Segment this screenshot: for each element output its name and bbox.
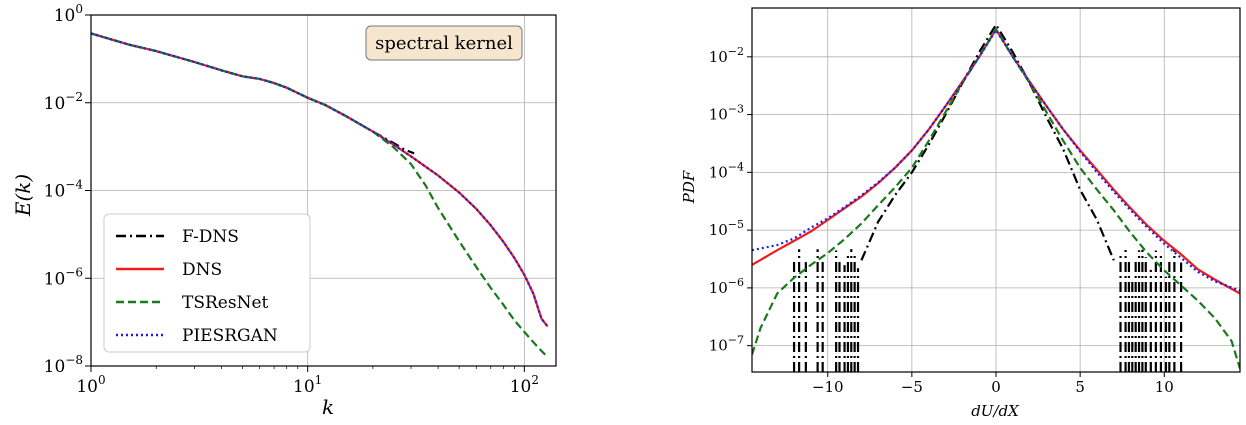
y-tick-label: 100	[54, 2, 83, 26]
x-tick-label: 101	[293, 373, 322, 397]
y-tick-label: 10−6	[44, 265, 83, 289]
y-tick-label: 10−4	[709, 160, 744, 181]
x-tick-label: 102	[510, 373, 539, 397]
x-tick-label: −10	[812, 378, 844, 396]
pdf-series-group	[752, 22, 1240, 372]
series-tsresnet-line	[90, 32, 549, 358]
spectral-kernel-annotation: spectral kernel	[365, 25, 523, 61]
y-tick-label: 10−6	[709, 276, 744, 297]
y-tick-label: 10−8	[44, 353, 83, 377]
series-piesrgan-line	[752, 28, 1240, 292]
pdf-grid	[752, 8, 1240, 372]
spectrum-chart: 100 101 102 10−8 10−6 10−4 10−2 100 spectral ke…	[11, 2, 557, 419]
x-tick-label: 10	[1155, 378, 1174, 396]
y-tick-label: 10−2	[709, 45, 744, 66]
legend-label: DNS	[182, 260, 222, 280]
series-tsresnet-line	[752, 27, 1240, 369]
y-axis-label: PDF	[680, 170, 698, 204]
series-piesrgan-line	[90, 32, 549, 328]
spectrum-series	[90, 32, 549, 358]
annotation-text: spectral kernel	[375, 33, 513, 54]
x-tick-label: 0	[991, 378, 1001, 396]
y-tick-label: 10−2	[44, 90, 83, 114]
y-tick-label: 10−4	[44, 178, 84, 202]
x-axis-label: k	[322, 395, 334, 419]
y-axis-label: E(k)	[11, 174, 35, 217]
x-tick-label: −5	[901, 378, 923, 396]
legend-label: PIESRGAN	[182, 326, 278, 346]
x-tick-label: 100	[76, 373, 105, 397]
legend-label: TSResNet	[182, 293, 269, 313]
legend-label: F-DNS	[182, 227, 239, 247]
x-tick-label: 5	[1075, 378, 1085, 396]
pdf-series	[752, 22, 1240, 372]
y-tick-label: 10−3	[709, 103, 744, 124]
y-tick-label: 10−7	[709, 334, 744, 355]
pdf-ticks: −10 −5 0 5 10 10−7 10−6 10−5 10−4 10−3 10−2	[709, 45, 1174, 396]
spectrum-ticks: 100 101 102 10−8 10−6 10−4 10−2 100	[44, 2, 539, 397]
series-f-dns-line	[860, 22, 1115, 261]
legend: F-DNS DNS TSResNet PIESRGAN	[103, 213, 311, 353]
y-tick-label: 10−5	[709, 218, 744, 239]
x-axis-label: dU/dX	[971, 402, 1020, 420]
